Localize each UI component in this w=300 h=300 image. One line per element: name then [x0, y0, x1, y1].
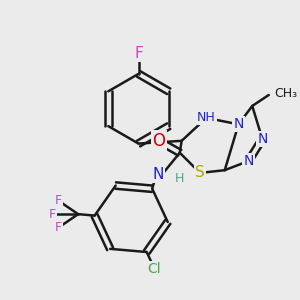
Text: F: F [54, 221, 61, 234]
Text: N: N [257, 132, 268, 146]
Text: N: N [243, 154, 254, 168]
Text: F: F [49, 208, 56, 221]
Text: H: H [175, 172, 184, 185]
Text: CH₃: CH₃ [274, 87, 297, 100]
Text: NH: NH [197, 111, 216, 124]
Text: O: O [152, 132, 165, 150]
Text: Cl: Cl [148, 262, 161, 276]
Text: N: N [152, 167, 164, 182]
Text: F: F [134, 46, 143, 61]
Text: F: F [54, 194, 61, 207]
Text: N: N [233, 117, 244, 131]
Text: S: S [195, 165, 205, 180]
